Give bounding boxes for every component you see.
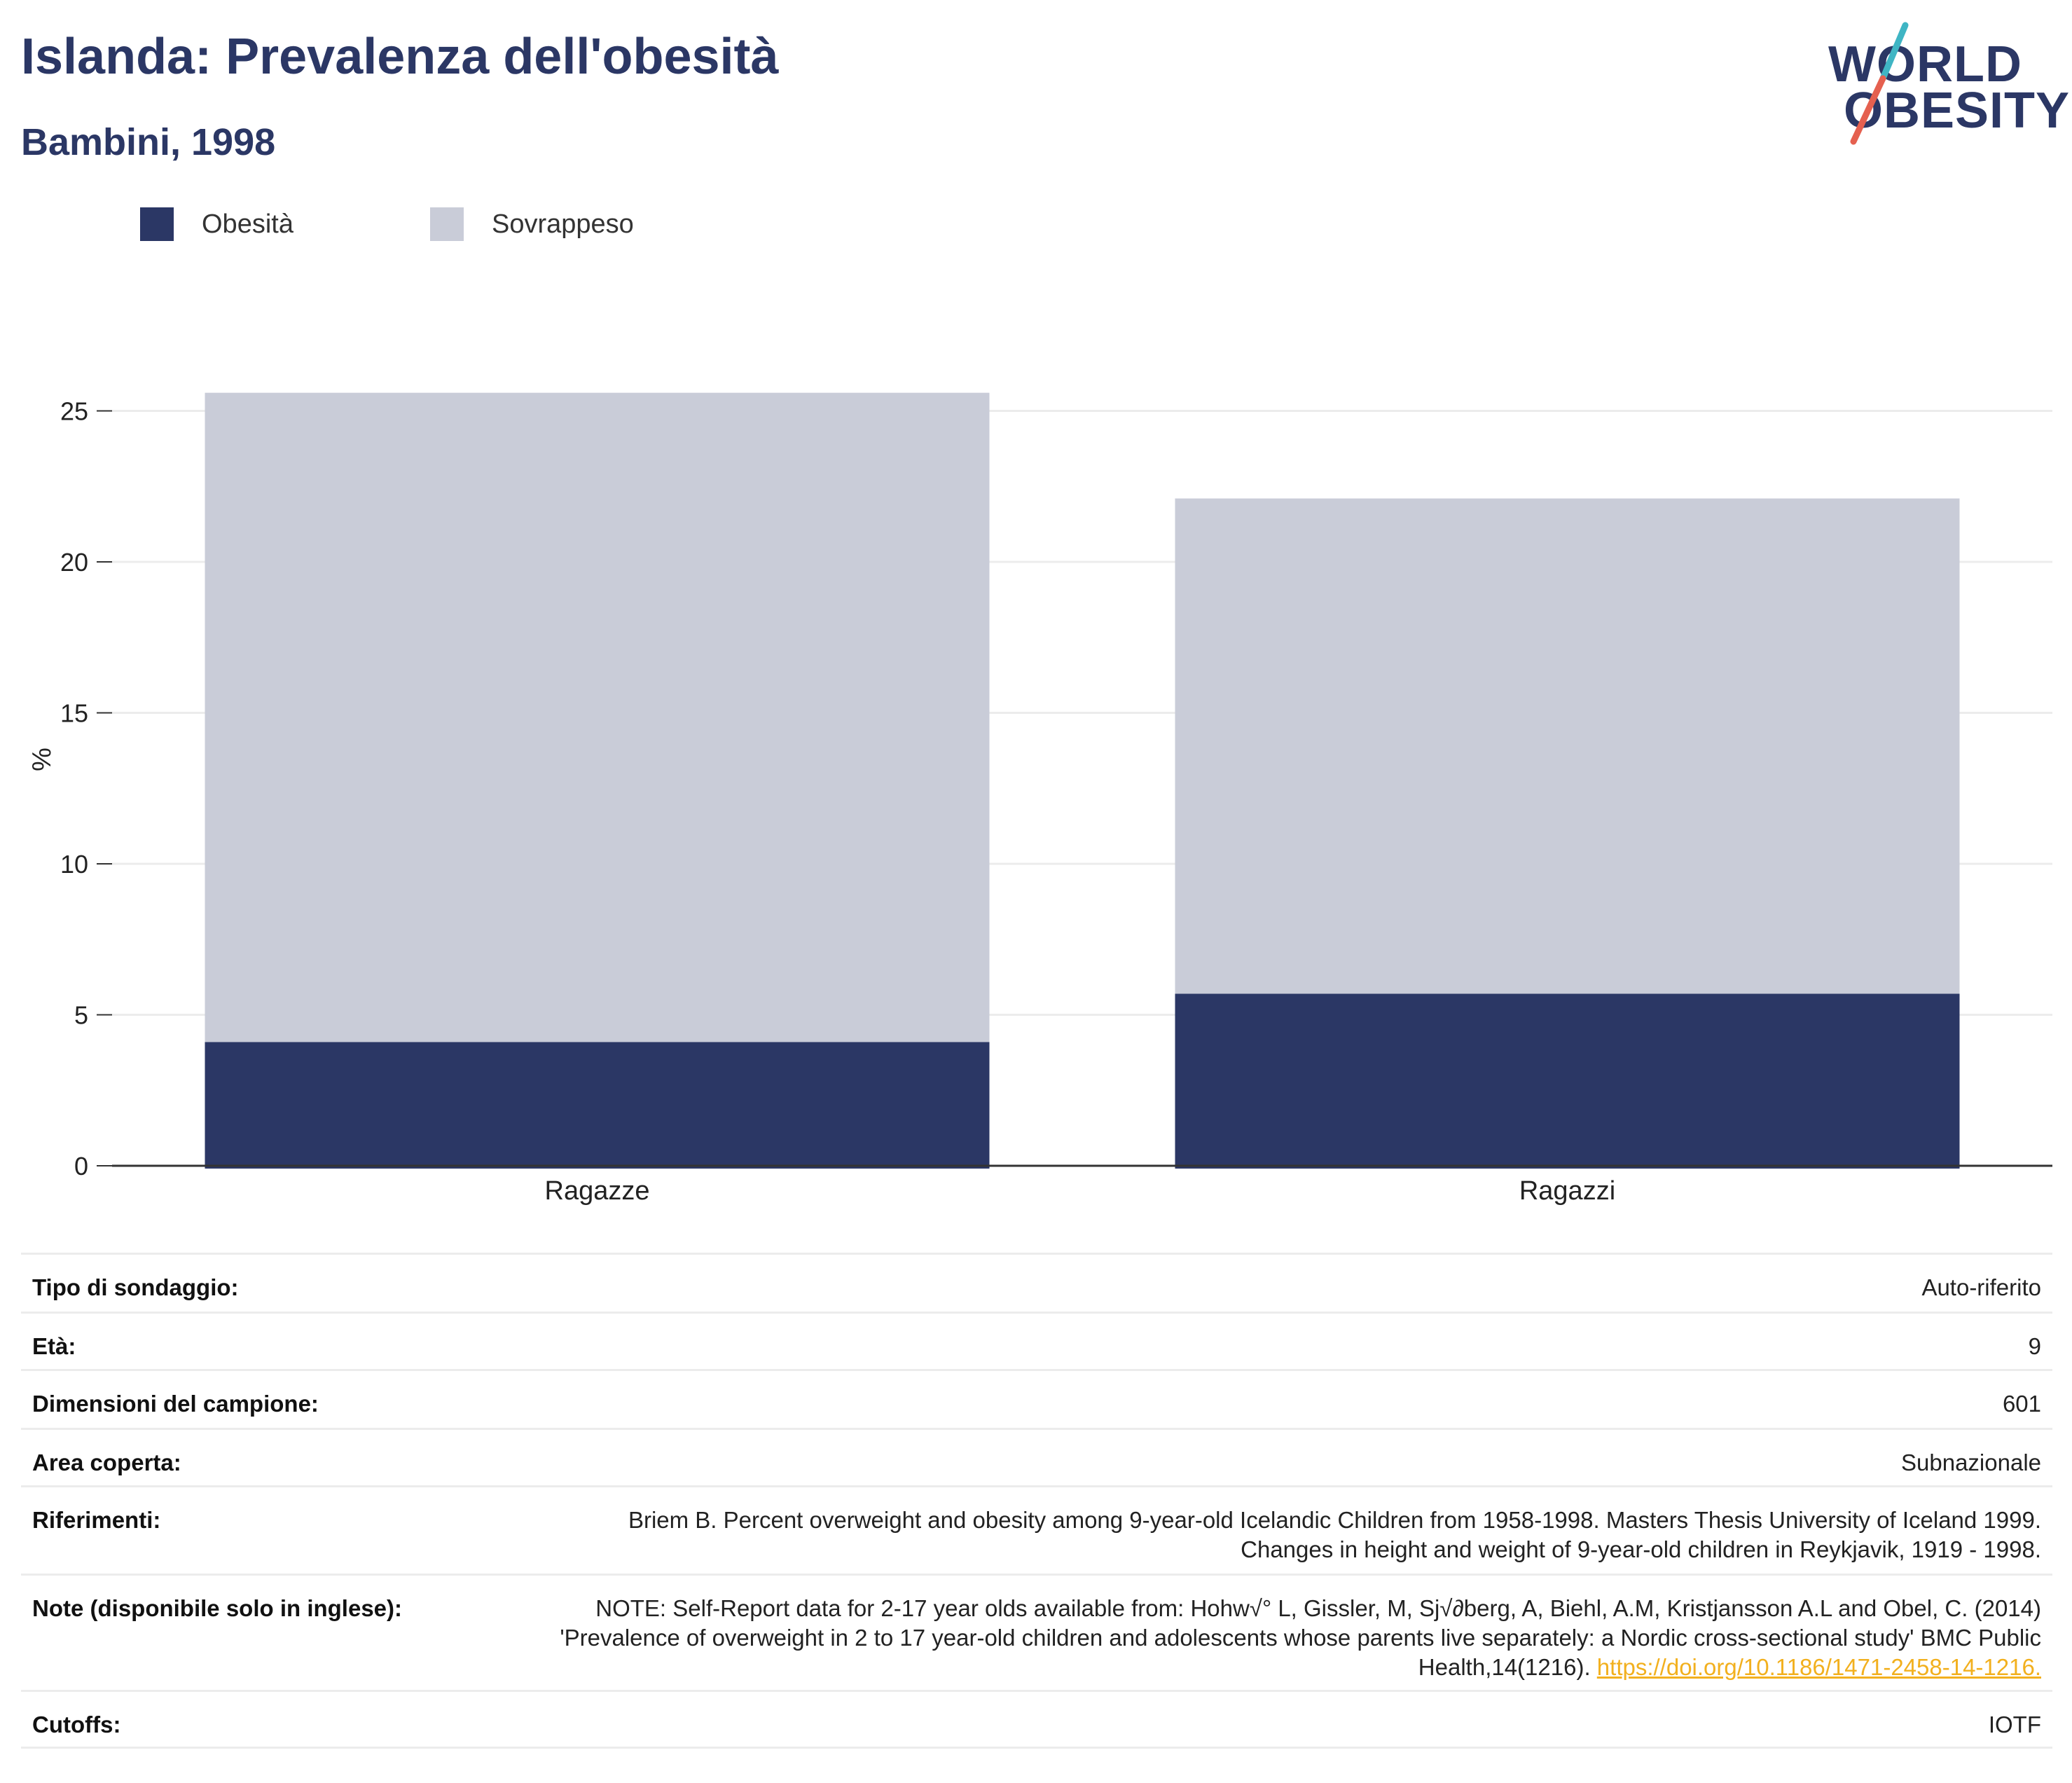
y-axis-label: %: [27, 748, 57, 771]
legend-swatch-overweight: [430, 207, 464, 241]
notes-label: Note (disponibile solo in inglese):: [32, 1595, 403, 1621]
sample-size-value: 601: [2002, 1391, 2041, 1417]
bar-obesity-ragazze: [205, 1042, 990, 1169]
references-label: Riferimenti:: [32, 1507, 161, 1533]
row-cutoffs: Cutoffs: IOTF: [21, 1690, 2052, 1749]
logo-line1: WORLD: [1828, 36, 2022, 92]
row-notes: Note (disponibile solo in inglese): NOTE…: [21, 1574, 2052, 1690]
page-subtitle: Bambini, 1998: [21, 121, 276, 163]
legend-label-overweight: Sovrappeso: [492, 209, 634, 239]
sample-size-label: Dimensioni del campione:: [32, 1391, 319, 1417]
survey-type-value: Auto-riferito: [1921, 1274, 2041, 1300]
y-tick-label: 25: [60, 397, 88, 426]
bar-overweight-ragazze: [205, 392, 990, 1042]
legend-swatch-obesity: [140, 207, 174, 241]
row-age: Età: 9: [21, 1312, 2052, 1369]
age-label: Età:: [32, 1333, 76, 1359]
y-tick-label: 20: [60, 548, 88, 577]
row-references: Riferimenti: Briem B. Percent overweight…: [21, 1485, 2052, 1574]
logo-line2: OBESITY: [1844, 83, 2071, 139]
logo-slash-icon: [1850, 22, 1909, 145]
bar-obesity-ragazzi: [1175, 993, 1960, 1169]
age-value: 9: [2028, 1333, 2041, 1359]
y-tick-label: 5: [74, 1001, 88, 1030]
legend-item-overweight[interactable]: Sovrappeso: [430, 207, 634, 241]
world-obesity-logo: WORLD OBESITY: [1828, 20, 2069, 153]
cutoffs-value: IOTF: [1988, 1712, 2041, 1737]
notes-text: NOTE: Self-Report data for 2-17 year old…: [560, 1595, 2041, 1680]
stacked-bar-chart: 0 5 10 15 20 25% Ragazze Ragazzi: [27, 392, 2052, 1206]
bar-overweight-ragazzi: [1175, 498, 1960, 994]
x-tick-label: Ragazzi: [1519, 1176, 1615, 1206]
legend-label-obesity: Obesità: [202, 209, 293, 239]
page-title: Islanda: Prevalenza dell'obesità: [21, 29, 779, 85]
legend-item-obesity[interactable]: Obesità: [140, 207, 293, 241]
survey-type-label: Tipo di sondaggio:: [32, 1274, 239, 1300]
row-area: Area coperta: Subnazionale: [21, 1428, 2052, 1485]
x-tick-label: Ragazze: [545, 1176, 650, 1206]
area-label: Area coperta:: [32, 1450, 181, 1475]
area-value: Subnazionale: [1901, 1450, 2041, 1475]
row-sample-size: Dimensioni del campione: 601: [21, 1369, 2052, 1428]
y-tick-label: 10: [60, 850, 88, 879]
y-tick-label: 0: [74, 1152, 88, 1180]
notes-value: NOTE: Self-Report data for 2-17 year old…: [556, 1594, 2041, 1682]
row-survey-type: Tipo di sondaggio: Auto-riferito: [21, 1253, 2052, 1312]
survey-details-table: Tipo di sondaggio: Auto-riferito Età: 9 …: [21, 1253, 2052, 1749]
cutoffs-label: Cutoffs:: [32, 1712, 121, 1737]
references-value: Briem B. Percent overweight and obesity …: [628, 1507, 2041, 1562]
notes-doi-link[interactable]: https://doi.org/10.1186/1471-2458-14-121…: [1596, 1654, 2041, 1680]
y-tick-label: 15: [60, 699, 88, 728]
